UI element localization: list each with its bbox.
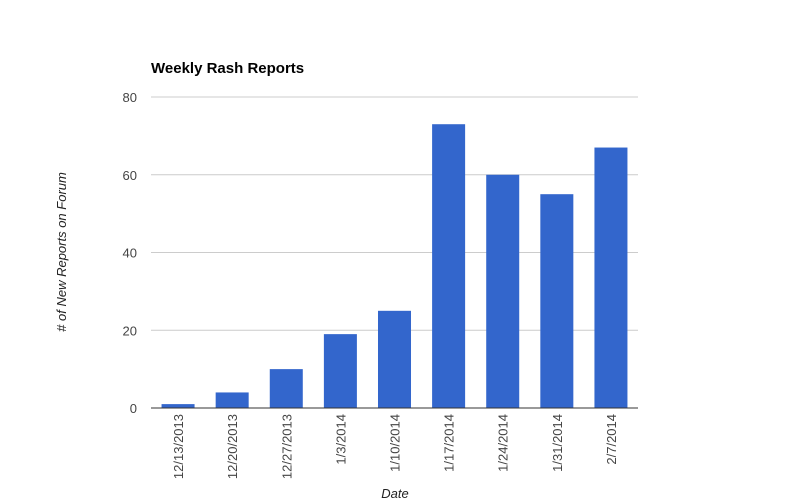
- x-tick-label: 12/27/2013: [279, 414, 294, 479]
- bar: [377, 310, 412, 408]
- bar: [540, 194, 574, 408]
- x-tick-label: 2/7/2014: [604, 414, 619, 465]
- bar: [215, 392, 249, 408]
- x-tick-label: 1/10/2014: [388, 414, 403, 472]
- bar: [432, 124, 466, 409]
- y-tick-label: 40: [123, 246, 137, 261]
- x-tick-label: 12/13/2013: [171, 414, 186, 479]
- x-tick-label: 1/31/2014: [550, 414, 565, 472]
- chart-title: Weekly Rash Reports: [151, 60, 304, 77]
- y-tick-label: 60: [123, 168, 137, 183]
- bar: [486, 174, 520, 408]
- bar: [594, 147, 628, 408]
- y-tick-label: 0: [130, 401, 137, 416]
- x-tick-label: 1/24/2014: [496, 414, 511, 472]
- bar: [323, 334, 357, 408]
- y-tick-label: 20: [123, 323, 137, 338]
- x-tick-label: 1/3/2014: [333, 414, 348, 465]
- bar: [269, 369, 303, 408]
- x-tick-label: 1/17/2014: [442, 414, 457, 472]
- y-tick-label: 80: [123, 90, 137, 105]
- x-tick-label: 12/20/2013: [225, 414, 240, 479]
- x-axis-title: Date: [381, 486, 408, 501]
- bar: [161, 404, 195, 408]
- y-axis-title: # of New Reports on Forum: [54, 172, 69, 332]
